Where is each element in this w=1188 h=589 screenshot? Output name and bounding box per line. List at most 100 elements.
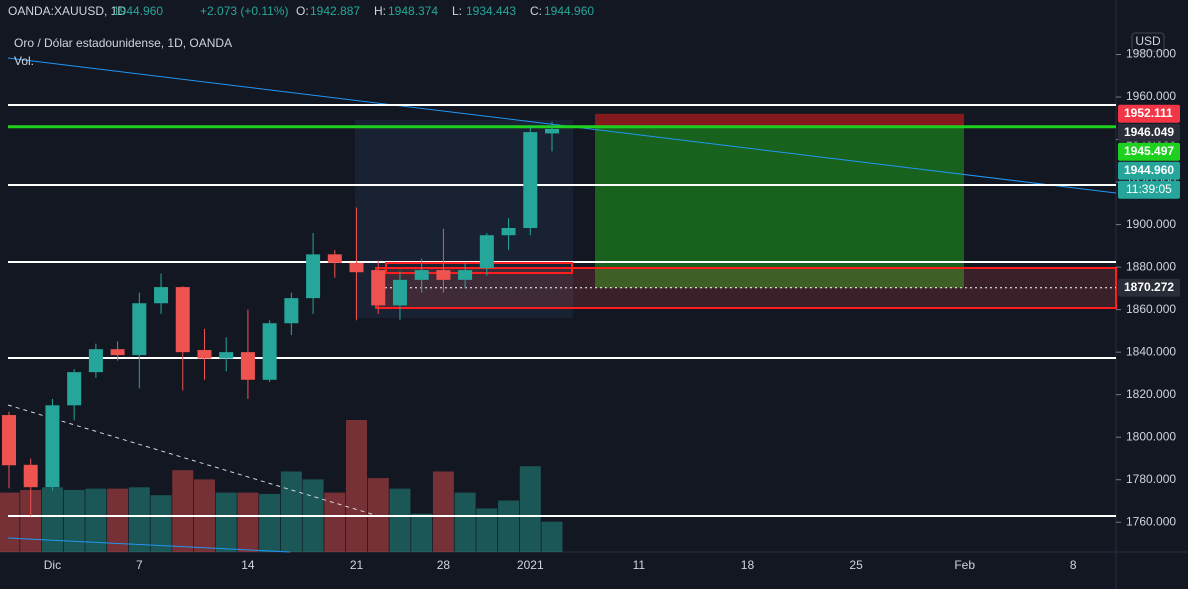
candle-body (327, 254, 342, 263)
price-label: 1946.049 (1124, 125, 1174, 139)
candle-body (414, 270, 429, 280)
volume-bar (128, 487, 150, 552)
x-tick-label: Feb (954, 558, 975, 572)
candle-body (501, 227, 516, 236)
price-label: 1870.272 (1124, 280, 1174, 294)
legend-title: Oro / Dólar estadounidense, 1D, OANDA (14, 36, 232, 50)
candle-body (262, 323, 277, 380)
y-tick-label: 1780.000 (1126, 472, 1176, 486)
candle-body (2, 415, 16, 466)
volume-bar (237, 492, 259, 552)
candle-body (371, 270, 386, 306)
y-tick-label: 1880.000 (1126, 259, 1176, 273)
ohlc-key: H: (374, 4, 386, 18)
change: +2.073 (+0.11%) (200, 4, 289, 18)
candle-body (458, 270, 473, 280)
price-label-bg (1118, 104, 1180, 123)
candle-body (154, 287, 169, 304)
volume-bar (172, 470, 194, 552)
candle-body (349, 262, 364, 273)
volume-label: Vol. (14, 54, 34, 68)
y-tick-label: 1860.000 (1126, 302, 1176, 316)
volume-bar (324, 492, 346, 552)
y-tick-label: 1800.000 (1126, 429, 1176, 443)
x-tick-label: 11 (633, 558, 646, 572)
y-tick-label: 1900.000 (1126, 217, 1176, 231)
ohlc-key: L: (452, 4, 462, 18)
countdown-bg (1118, 180, 1180, 199)
volume-bar (215, 492, 237, 552)
candle-body (45, 405, 60, 488)
ohlc-key: O: (296, 4, 309, 18)
y-tick-label: 1960.000 (1126, 89, 1176, 103)
y-tick-label: 1820.000 (1126, 387, 1176, 401)
candle-body (67, 372, 82, 406)
ohlc-value: 1942.887 (310, 4, 360, 18)
candle-body (240, 352, 255, 380)
volume-bar (259, 493, 281, 552)
candle-body (306, 254, 321, 299)
volume-bar (280, 471, 302, 552)
y-tick-label: 1760.000 (1126, 514, 1176, 528)
plot (0, 113, 964, 552)
volume-bar (389, 488, 411, 552)
x-tick-label: 25 (849, 558, 863, 572)
y-tick-label: 1840.000 (1126, 344, 1176, 358)
candle-body (132, 303, 147, 356)
trend-line (7, 537, 291, 553)
currency[interactable]: USD (1135, 34, 1161, 48)
volume-bar (0, 492, 20, 552)
price-label-bg (1118, 161, 1180, 180)
volume-bar (432, 471, 454, 552)
volume-bar (346, 420, 368, 552)
x-tick-label: 21 (350, 558, 364, 572)
volume-bar (498, 500, 520, 552)
price-label-bg (1118, 278, 1180, 297)
volume-bar (150, 495, 172, 552)
candle-body (479, 235, 494, 269)
x-tick-label: 28 (437, 558, 451, 572)
candle-body (284, 298, 299, 324)
candle-body (392, 279, 407, 306)
candle-body (523, 132, 538, 228)
ohlc-value: 1948.374 (388, 4, 438, 18)
candle-body (219, 352, 234, 359)
last-price: 1944.960 (113, 4, 163, 18)
candle-body (110, 349, 125, 356)
candle-body (175, 287, 190, 353)
zone-rect (385, 262, 573, 274)
price-label-bg (1118, 123, 1180, 142)
candle-body (545, 129, 559, 134)
ohlc-value: 1944.960 (544, 4, 594, 18)
symbol: OANDA:XAUUSD, 1D (8, 4, 126, 18)
volume-bar (85, 488, 107, 552)
x-tick-label: 14 (241, 558, 255, 572)
volume-bar (454, 492, 476, 552)
x-tick-label: 18 (741, 558, 755, 572)
candle-body (88, 349, 103, 373)
x-tick-label: 2021 (517, 558, 544, 572)
y-tick-label: 1980.000 (1126, 47, 1176, 61)
stop-zone (595, 113, 964, 127)
volume-bar (476, 508, 498, 552)
price-label: 1944.960 (1124, 163, 1174, 177)
price-label: 1945.497 (1124, 144, 1174, 158)
volume-bar (411, 513, 433, 552)
candle-body (23, 464, 38, 488)
price-label-bg (1118, 142, 1180, 161)
volume-bar (519, 466, 541, 552)
volume-bar (20, 489, 42, 552)
candle-body (436, 270, 451, 280)
price-label: 1952.111 (1124, 106, 1173, 120)
target-zone (595, 126, 964, 288)
ohlc-key: C: (530, 4, 542, 18)
candle-body (197, 350, 212, 359)
x-tick-label: 7 (136, 558, 143, 572)
x-tick-label: Dic (44, 558, 61, 572)
x-tick-label: 8 (1070, 558, 1077, 572)
volume-bar (63, 489, 85, 552)
currency-box[interactable] (1131, 32, 1165, 52)
ohlc-value: 1934.443 (466, 4, 516, 18)
